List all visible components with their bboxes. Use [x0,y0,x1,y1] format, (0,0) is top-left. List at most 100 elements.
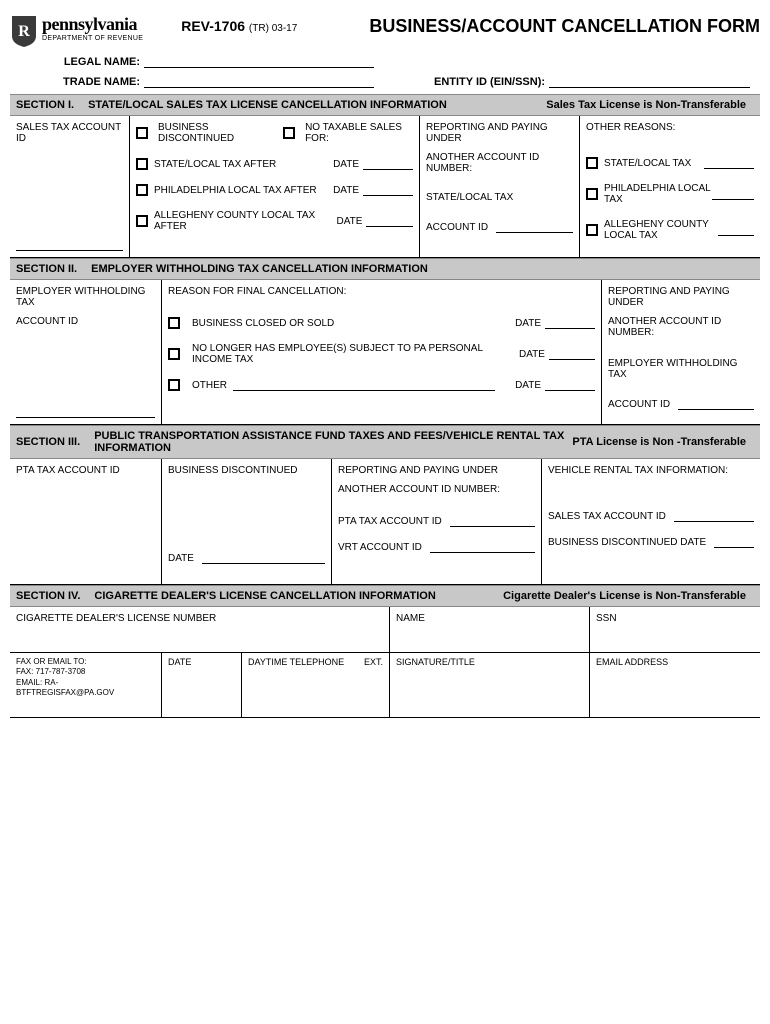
dept-name: DEPARTMENT OF REVENUE [42,35,143,42]
emp-withholding-label: EMPLOYER WITHHOLDING TAX [16,286,155,308]
phila-after-row: PHILADELPHIA LOCAL TAX AFTER DATE [136,184,413,196]
biz-discontinued-label3: BUSINESS DISCONTINUED [168,465,325,476]
biz-discontinued-date-label: BUSINESS DISCONTINUED DATE [548,537,706,548]
footer-tel-col: DAYTIME TELEPHONE EXT. [242,653,390,717]
section1-note: Sales Tax License is Non-Transferable [546,99,746,111]
section4-col3: SSN [590,607,760,652]
phila-local-checkbox[interactable] [586,188,598,200]
allegheny-after-checkbox[interactable] [136,215,148,227]
sales-tax-account-label: SALES TAX ACCOUNT ID [16,122,123,144]
biz-discontinued-date-row: BUSINESS DISCONTINUED DATE [548,536,754,548]
sales-tax-row3: SALES TAX ACCOUNT ID [548,510,754,522]
state-local-after-label: STATE/LOCAL TAX AFTER [154,159,276,170]
phila-after-checkbox[interactable] [136,184,148,196]
allegheny-date-input[interactable] [366,215,413,227]
no-taxable-checkbox[interactable] [283,127,295,139]
ext-label: EXT. [364,657,383,667]
date-label-6: DATE [515,380,541,391]
state-name: pennsylvania [42,14,143,35]
allegheny-local-checkbox[interactable] [586,224,598,236]
vehicle-rental-label: VEHICLE RENTAL TAX INFORMATION: [548,465,754,476]
account-id-input-1[interactable] [496,221,573,233]
section4-num: SECTION IV. [16,590,80,602]
footer-row: FAX OR EMAIL TO: FAX: 717-787-3708 EMAIL… [10,653,760,718]
section3-col4: VEHICLE RENTAL TAX INFORMATION: SALES TA… [542,459,760,584]
section4-header: SECTION IV. CIGARETTE DEALER'S LICENSE C… [10,585,760,607]
allegheny-local-input[interactable] [718,224,754,236]
biz-discontinued-date-input[interactable] [202,552,325,564]
biz-discontinued-row: BUSINESS DISCONTINUED NO TAXABLE SALES F… [136,122,413,144]
closed-sold-date-input[interactable] [545,317,595,329]
other-reasons-label: OTHER REASONS: [586,122,754,133]
date-label-2: DATE [333,185,359,196]
state-local-date-input[interactable] [363,158,413,170]
section3-col3: REPORTING AND PAYING UNDER ANOTHER ACCOU… [332,459,542,584]
legal-name-input[interactable] [144,54,374,68]
sales-tax-account-input[interactable] [16,250,123,251]
trade-name-label: TRADE NAME: [62,76,144,88]
phila-local-label: PHILADELPHIA LOCAL TAX [604,183,712,205]
allegheny-after-label: ALLEGHENY COUNTY LOCAL TAX AFTER [154,210,337,232]
email-addr-label: EMAIL ADDRESS [596,657,668,667]
another-account-label-2: ANOTHER ACCOUNT ID NUMBER: [608,316,754,338]
other-checkbox[interactable] [168,379,180,391]
closed-sold-row: BUSINESS CLOSED OR SOLD DATE [168,317,595,329]
section2-col1: EMPLOYER WITHHOLDING TAX ACCOUNT ID [10,280,162,424]
date-label-7: DATE [168,553,194,564]
account-id-label-2: ACCOUNT ID [608,399,670,410]
section3-col1: PTA TAX ACCOUNT ID [10,459,162,584]
closed-sold-checkbox[interactable] [168,317,180,329]
section2-title: EMPLOYER WITHHOLDING TAX CANCELLATION IN… [91,263,754,275]
reporting-label-2: REPORTING AND PAYING UNDER [608,286,754,308]
sales-tax-account-input3[interactable] [674,510,754,522]
closed-sold-label: BUSINESS CLOSED OR SOLD [192,318,334,329]
vrt-account-input[interactable] [430,541,535,553]
another-account-label-1: ANOTHER ACCOUNT ID NUMBER: [426,152,573,174]
header-row: R pennsylvania DEPARTMENT OF REVENUE REV… [10,14,760,48]
no-employees-checkbox[interactable] [168,348,180,360]
emp-account-input[interactable] [16,417,155,418]
vrt-row: VRT ACCOUNT ID [338,541,535,553]
other-row: OTHER DATE [168,379,595,391]
section3-header: SECTION III. PUBLIC TRANSPORTATION ASSIS… [10,425,760,459]
state-local-after-checkbox[interactable] [136,158,148,170]
date-row-3: DATE [168,552,325,564]
other-text-input[interactable] [233,379,495,391]
section2-header: SECTION II. EMPLOYER WITHHOLDING TAX CAN… [10,258,760,280]
name-label: NAME [396,613,583,624]
allegheny-local-label: ALLEGHENY COUNTY LOCAL TAX [604,219,718,241]
pta-tax-account-input[interactable] [450,515,535,527]
logo-text: pennsylvania DEPARTMENT OF REVENUE [42,14,143,42]
other-label: OTHER [192,380,227,391]
emp-account-id-label: ACCOUNT ID [16,316,155,327]
section1-title: STATE/LOCAL SALES TAX LICENSE CANCELLATI… [88,99,546,111]
biz-discontinued-date-input3[interactable] [714,536,754,548]
phila-local-input[interactable] [712,188,754,200]
pta-tax-row: PTA TAX ACCOUNT ID [338,515,535,527]
pa-shield-icon: R [10,14,38,48]
entity-id-input[interactable] [549,74,750,88]
allegheny-after-row: ALLEGHENY COUNTY LOCAL TAX AFTER DATE [136,210,413,232]
section2-col2: REASON FOR FINAL CANCELLATION: BUSINESS … [162,280,602,424]
state-local-input2[interactable] [704,157,754,169]
phila-date-input[interactable] [363,184,413,196]
section3-note: PTA License is Non -Transferable [572,436,746,448]
date-label-4: DATE [515,318,541,329]
account-id-label-1: ACCOUNT ID [426,222,488,233]
no-employees-row: NO LONGER HAS EMPLOYEE(S) SUBJECT TO PA … [168,343,595,365]
account-id-input-2[interactable] [678,398,754,410]
svg-text:R: R [18,23,30,40]
pta-account-label: PTA TAX ACCOUNT ID [16,465,155,476]
biz-discontinued-checkbox[interactable] [136,127,148,139]
name-rows: LEGAL NAME: TRADE NAME: ENTITY ID (EIN/S… [62,54,760,88]
section1-col4: OTHER REASONS: STATE/LOCAL TAX PHILADELP… [580,116,760,257]
other-date-input[interactable] [545,379,595,391]
daytime-tel-label: DAYTIME TELEPHONE [248,657,344,667]
form-number-text: REV-1706 [181,18,245,34]
sales-tax-account-label3: SALES TAX ACCOUNT ID [548,511,666,522]
no-employees-date-input[interactable] [549,348,595,360]
state-local-checkbox2[interactable] [586,157,598,169]
state-local-after-row: STATE/LOCAL TAX AFTER DATE [136,158,413,170]
account-id-row-1: ACCOUNT ID [426,221,573,233]
trade-name-input[interactable] [144,74,374,88]
